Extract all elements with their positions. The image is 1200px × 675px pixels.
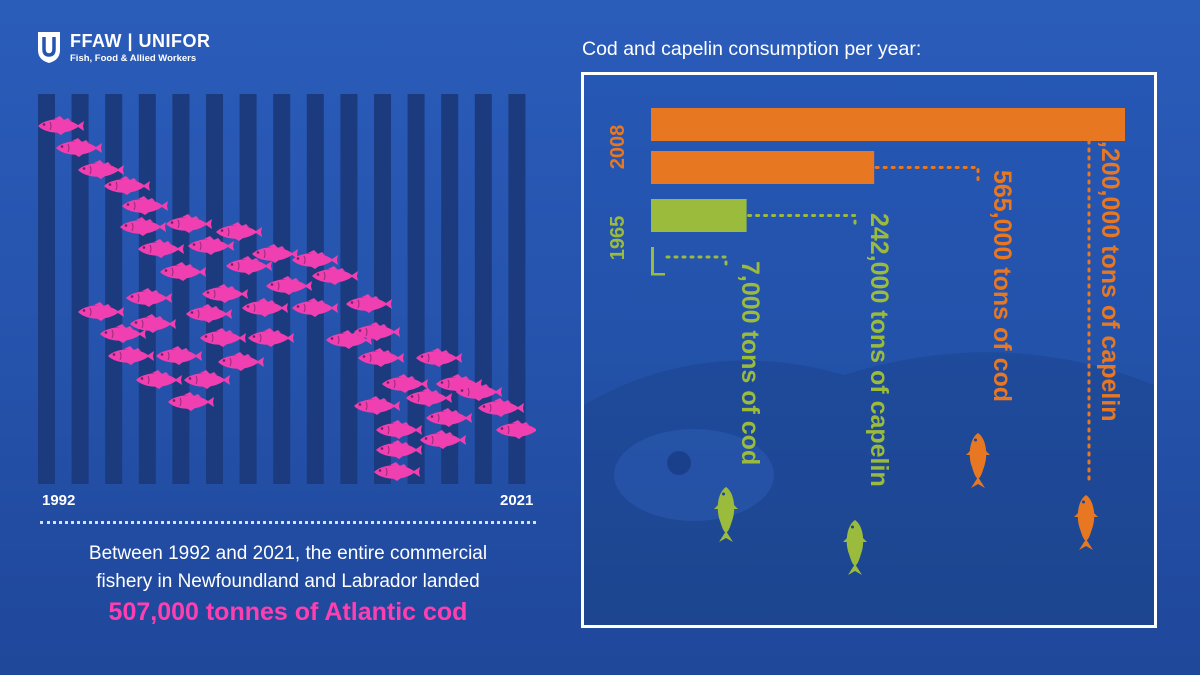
year-stripe bbox=[172, 94, 190, 484]
bar-value-label: 1,200,000 tons of capelin bbox=[1096, 127, 1124, 422]
fish-icon bbox=[714, 487, 738, 542]
year-label-1965: 1965 bbox=[607, 216, 629, 261]
year-stripe bbox=[71, 94, 89, 484]
year-end-label: 2021 bbox=[500, 492, 534, 509]
cod-fish-icon bbox=[217, 351, 265, 372]
caption-line-1: Between 1992 and 2021, the entire commer… bbox=[88, 543, 488, 564]
cod-fish-icon bbox=[129, 313, 177, 334]
cod-fish-icon bbox=[425, 407, 473, 428]
year-stripe bbox=[105, 94, 123, 484]
cod-fish-icon bbox=[185, 303, 233, 324]
caption-line-2: fishery in Newfoundland and Labrador lan… bbox=[96, 571, 480, 592]
bar-1965-0 bbox=[651, 199, 747, 232]
bar-value-label: 242,000 tons of capelin bbox=[865, 213, 893, 487]
timeline-divider bbox=[40, 521, 536, 524]
cod-fish-icon bbox=[55, 137, 103, 158]
shield-logo-icon bbox=[38, 32, 60, 63]
bar-2008-0 bbox=[651, 108, 1125, 141]
year-start-label: 1992 bbox=[42, 492, 76, 509]
cod-fish-icon bbox=[291, 249, 339, 270]
fish-pile-background bbox=[584, 352, 1154, 625]
cod-fish-icon bbox=[353, 395, 401, 416]
cod-fish-icon bbox=[183, 369, 231, 390]
consumption-chart: 1,200,000 tons of capelin 565,000 tons of… bbox=[584, 108, 1154, 625]
bar-value-label: 7,000 tons of cod bbox=[736, 261, 764, 465]
connector-dots bbox=[874, 166, 980, 181]
fish-icon bbox=[966, 433, 990, 488]
cod-fish-icon bbox=[187, 235, 235, 256]
year-stripe bbox=[306, 94, 324, 484]
year-stripe bbox=[38, 94, 55, 484]
cod-fish-icon bbox=[495, 419, 536, 440]
chart-title: Cod and capelin consumption per year: bbox=[582, 38, 922, 60]
fish-head-shape bbox=[614, 429, 774, 521]
year-stripe bbox=[340, 94, 358, 484]
left-caption: Between 1992 and 2021, the entire commer… bbox=[30, 540, 546, 626]
cod-fish-icon bbox=[291, 297, 339, 318]
cod-fish-icon bbox=[121, 195, 169, 216]
bar-2008-1 bbox=[651, 151, 875, 184]
cod-fish-icon bbox=[159, 261, 207, 282]
caption-highlight: 507,000 tonnes of Atlantic cod bbox=[108, 598, 468, 626]
bar-1965-1 bbox=[651, 247, 654, 275]
year-stripe bbox=[508, 94, 526, 484]
cod-fish-icon bbox=[357, 347, 405, 368]
connector-dots bbox=[665, 255, 728, 271]
bar-base-1965 bbox=[651, 273, 665, 276]
year-stripe bbox=[407, 94, 425, 484]
bar-value-label: 565,000 tons of cod bbox=[988, 170, 1016, 402]
cod-fish-icon bbox=[125, 287, 173, 308]
cod-landings-stripes bbox=[37, 94, 536, 484]
cod-fish-icon bbox=[155, 345, 203, 366]
cod-fish-icon bbox=[419, 429, 467, 450]
year-stripe bbox=[474, 94, 492, 484]
cod-fish-icon bbox=[119, 216, 167, 237]
connector-dots bbox=[747, 214, 857, 229]
year-label-2008: 2008 bbox=[607, 125, 629, 170]
fish-eye-shape bbox=[667, 451, 691, 475]
cod-fish-icon bbox=[251, 243, 299, 264]
fish-icon bbox=[843, 520, 867, 575]
logo-subtitle: Fish, Food & Allied Workers bbox=[70, 53, 197, 64]
year-stripe bbox=[239, 94, 257, 484]
cod-fish-icon bbox=[265, 275, 313, 296]
consumption-chart-panel: 1,200,000 tons of capelin 565,000 tons of… bbox=[581, 72, 1157, 628]
logo-brand-text: FFAW | UNIFOR bbox=[70, 31, 211, 51]
fish-icon bbox=[1074, 495, 1098, 550]
